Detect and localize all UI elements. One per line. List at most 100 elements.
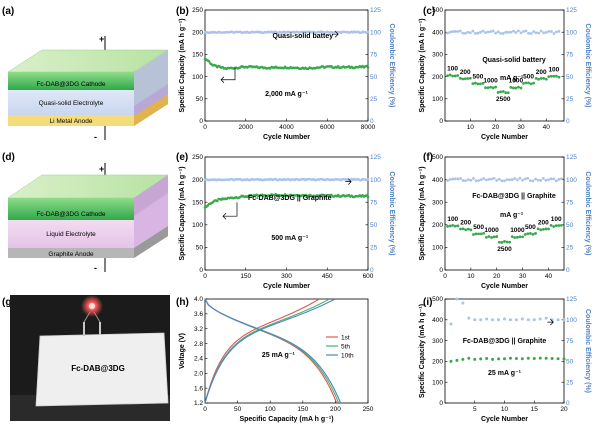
- efficiency-point: [482, 177, 486, 180]
- y2-tick-label: 75: [566, 338, 574, 345]
- capacity-point: [526, 356, 530, 360]
- capacity-point: [539, 228, 543, 232]
- capacity-point: [560, 223, 563, 227]
- efficiency-point: [448, 30, 452, 34]
- efficiency-point: [520, 317, 524, 321]
- y2-tick-label: 75: [370, 52, 378, 59]
- efficiency-point: [485, 317, 489, 321]
- capacity-point: [366, 66, 370, 69]
- capacity-point: [508, 356, 512, 360]
- y-tick-label: 400: [432, 317, 443, 324]
- y-tick-label: 500: [432, 7, 443, 14]
- capacity-point: [552, 74, 556, 78]
- efficiency-point: [446, 31, 449, 35]
- y2-axis-label: Coulombic Efficiency (%): [584, 309, 591, 393]
- rate-label: 500: [473, 224, 484, 231]
- efficiency-point: [554, 179, 558, 183]
- y-tick-label: 50: [196, 245, 204, 252]
- capacity-point: [520, 357, 524, 361]
- legend-label: 1st: [341, 335, 350, 342]
- capacity-point: [534, 76, 538, 80]
- annotation: Quasi-solid battery: [482, 57, 546, 64]
- efficiency-point: [461, 179, 465, 182]
- cathode-layer: [8, 72, 134, 90]
- capacity-point: [499, 90, 503, 94]
- x-tick-label: 8000: [361, 124, 376, 131]
- x-axis-label: Cycle Number: [481, 134, 528, 141]
- capacity-point: [522, 81, 525, 85]
- efficiency-point: [521, 178, 525, 182]
- y2-tick-label: 25: [370, 96, 378, 103]
- capacity-point: [449, 359, 453, 363]
- x-tick-label: 200: [330, 406, 341, 413]
- panel-d: (d) + Fc-DAB@3DG Cathode Liquid Electrol…: [2, 152, 169, 273]
- y-axis-label: Specific Capacity (mA h g⁻¹): [419, 166, 426, 260]
- y2-tick-label: 75: [566, 52, 574, 59]
- y-tick-label: 3.2: [194, 326, 203, 333]
- y-tick-label: 300: [432, 199, 443, 206]
- panel-label-f: (f): [423, 152, 433, 163]
- panel-label-d: (d): [2, 152, 15, 163]
- y2-tick-label: 25: [370, 245, 378, 252]
- x-tick-label: 6000: [320, 124, 335, 131]
- efficiency-point: [544, 178, 548, 182]
- rate-label: 2500: [497, 246, 512, 253]
- y2-tick-label: 50: [566, 74, 574, 81]
- capacity-point: [549, 224, 553, 227]
- efficiency-point: [514, 31, 518, 34]
- y2-tick-label: 100: [566, 29, 577, 36]
- capacity-point: [527, 81, 530, 85]
- x-tick-label: 20: [493, 273, 501, 280]
- capacity-point: [509, 85, 513, 89]
- capacity-point: [461, 357, 465, 361]
- capacity-point: [513, 236, 517, 239]
- y2-axis-label: Coulombic Efficiency (%): [388, 171, 395, 255]
- capacity-point: [491, 357, 495, 361]
- y-tick-label: 100: [192, 74, 203, 81]
- y-tick-label: 150: [192, 199, 203, 206]
- y2-tick-label: 0: [566, 118, 570, 125]
- capacity-point: [484, 86, 487, 90]
- anode-layer: [8, 248, 134, 258]
- capacity-point: [469, 228, 473, 232]
- efficiency-point: [494, 31, 498, 35]
- panel-label-a: (a): [2, 6, 14, 17]
- capacity-point: [516, 235, 519, 239]
- plot-frame: [444, 298, 565, 404]
- y-axis-label: Specific Capacity (mA h g⁻¹): [419, 304, 426, 398]
- y-tick-label: 0: [439, 400, 443, 407]
- y-tick-label: 1.6: [194, 385, 203, 392]
- y-tick-label: 1.2: [194, 400, 203, 407]
- capacity-point: [549, 74, 553, 78]
- pouch-cell: [35, 332, 169, 407]
- efficiency-point: [477, 179, 481, 182]
- y-tick-label: 100: [192, 222, 203, 229]
- plot-frame: [204, 298, 369, 404]
- capacity-point: [466, 227, 470, 231]
- y2-tick-label: 125: [370, 7, 381, 14]
- capacity-point: [532, 356, 536, 360]
- capacity-point: [505, 240, 509, 244]
- capacity-point: [466, 77, 470, 80]
- capacity-point: [451, 223, 455, 227]
- y2-tick-label: 0: [370, 267, 374, 274]
- y-tick-label: 250: [192, 154, 203, 161]
- efficiency-point: [510, 178, 514, 182]
- efficiency-point: [529, 32, 533, 35]
- capacity-point: [541, 228, 545, 231]
- efficiency-point: [500, 179, 504, 183]
- annotation: 25 mA g⁻¹: [488, 370, 522, 377]
- y-axis-label: Specific Capacity (mA h g⁻¹): [179, 18, 186, 112]
- capacity-point: [453, 224, 457, 228]
- x-tick-label: 10: [467, 124, 475, 131]
- efficiency-point: [560, 177, 563, 181]
- efficiency-point: [509, 30, 513, 34]
- chart-e: (e) 0 150 300 450 600 Cycle Number 0 50 100 150 200…: [176, 152, 395, 290]
- chart-h: (h) 0 50 100 150 200 250 Specific Capacity (mA …: [176, 296, 374, 423]
- capacity-point: [456, 224, 460, 228]
- electrolyte-layer: [8, 220, 134, 248]
- capacity-point: [474, 232, 478, 236]
